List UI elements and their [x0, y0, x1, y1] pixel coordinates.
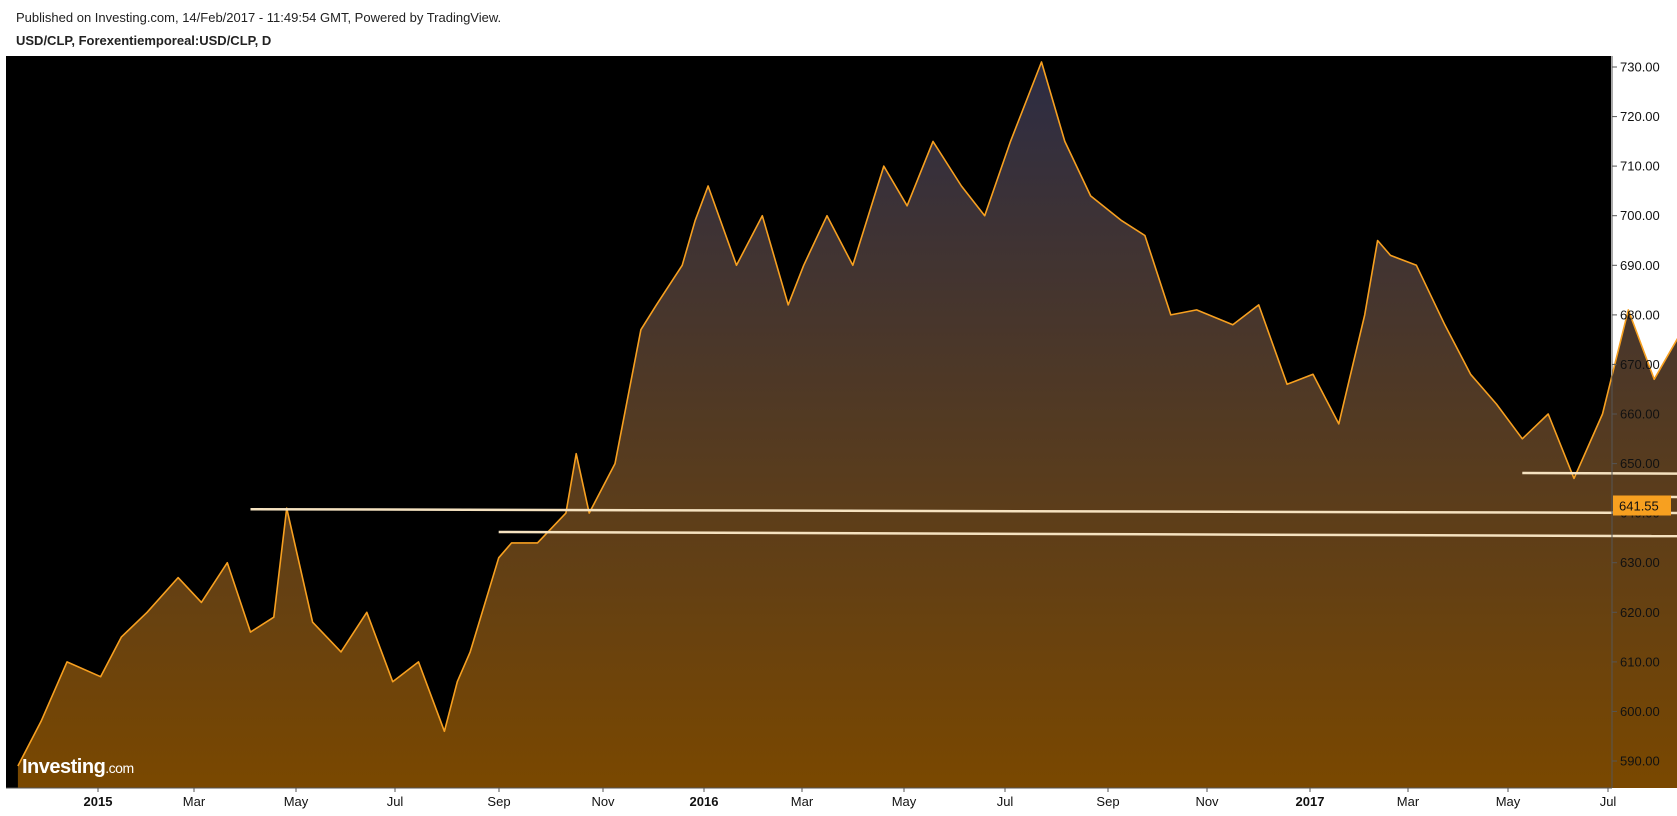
- last-price-badge-bg: [1613, 495, 1671, 516]
- price-tick-label: 710.00: [1620, 159, 1660, 174]
- time-tick-label: Mar: [183, 794, 206, 809]
- price-tick-label: 660.00: [1620, 407, 1660, 422]
- price-tick-label: 730.00: [1620, 60, 1660, 75]
- price-tick-label: 700.00: [1620, 208, 1660, 223]
- price-tick-label: 620.00: [1620, 605, 1660, 620]
- price-tick-label: 690.00: [1620, 258, 1660, 273]
- time-axis[interactable]: 2015 Mar May Jul Sep Nov 2016 Mar May Jul Sep Nov 20…: [84, 788, 1617, 809]
- time-tick-label: 2016: [690, 794, 719, 809]
- price-tick-label: 630.00: [1620, 555, 1660, 570]
- price-tick-label: 680.00: [1620, 307, 1660, 322]
- time-tick-label: May: [1496, 794, 1521, 809]
- time-tick-label: Mar: [1397, 794, 1420, 809]
- price-tick-label: 600.00: [1620, 704, 1660, 719]
- publish-info: Published on Investing.com, 14/Feb/2017 …: [16, 10, 502, 25]
- support-level-line-1: [250, 507, 1677, 515]
- price-tick-label: 650.00: [1620, 456, 1660, 471]
- price-tick-label: 610.00: [1620, 654, 1660, 669]
- time-tick-label: May: [892, 794, 917, 809]
- support-level-line-2: [498, 530, 1677, 538]
- time-tick-label: Sep: [1096, 794, 1119, 809]
- time-tick-label: 2015: [84, 794, 113, 809]
- time-tick-label: Nov: [591, 794, 615, 809]
- time-tick-label: Jul: [387, 794, 404, 809]
- plot-area: [17, 61, 1677, 788]
- price-line: [17, 61, 1677, 767]
- symbol-title: USD/CLP, Forexentiemporeal:USD/CLP, D: [16, 33, 272, 48]
- time-tick-label: Jul: [997, 794, 1014, 809]
- last-price-badge: 641.55: [1613, 495, 1671, 516]
- logo-suffix: .com: [105, 760, 134, 776]
- time-tick-label: Mar: [791, 794, 814, 809]
- investing-logo: Investing.com: [22, 756, 134, 779]
- last-price-label: 641.55: [1619, 499, 1659, 514]
- time-tick-label: Jul: [1600, 794, 1617, 809]
- price-tick-label: 670.00: [1620, 357, 1660, 372]
- time-tick-label: Nov: [1195, 794, 1219, 809]
- time-tick-label: 2017: [1296, 794, 1325, 809]
- price-tick-label: 590.00: [1620, 754, 1660, 769]
- support-level-line-3: [1522, 471, 1677, 475]
- time-tick-label: May: [284, 794, 309, 809]
- logo-main: Investing: [22, 756, 106, 778]
- price-axis[interactable]: 730.00 720.00 710.00 700.00 690.00 680.00 670.…: [1612, 60, 1660, 769]
- area-fill: [17, 62, 1677, 788]
- price-tick-label: 720.00: [1620, 109, 1660, 124]
- time-tick-label: Sep: [487, 794, 510, 809]
